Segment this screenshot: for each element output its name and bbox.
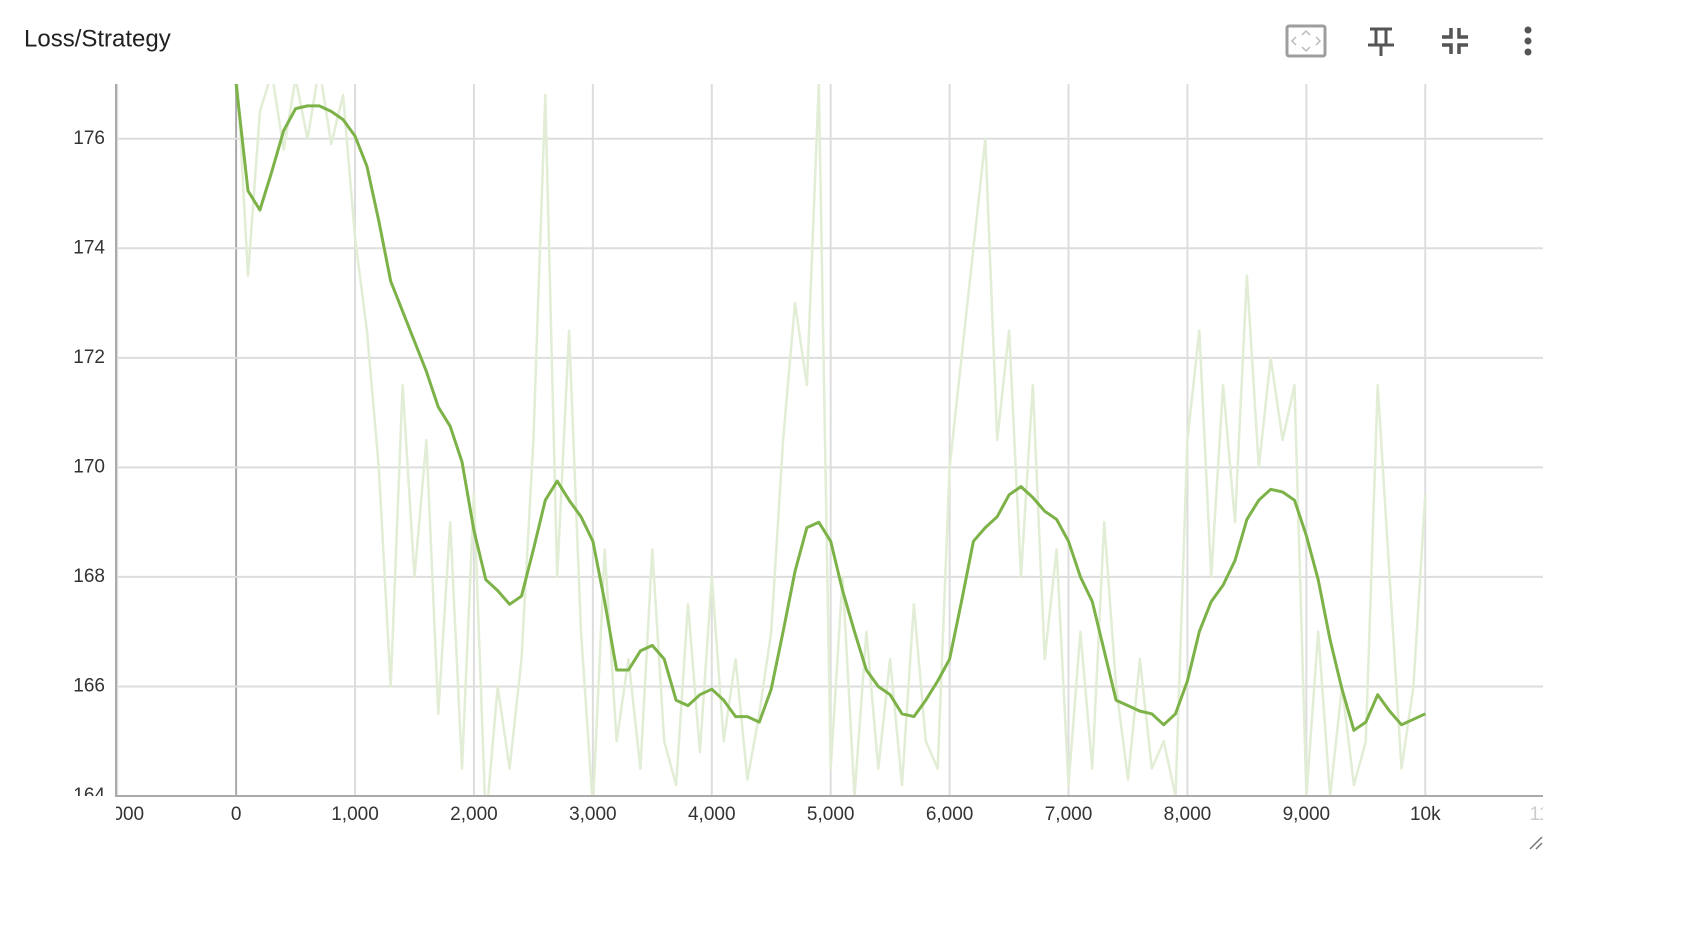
x-tick-label: 4,000: [688, 804, 736, 825]
y-tick-labels: 164 166 168 170 172 174 176: [73, 128, 105, 806]
collapse-button[interactable]: [1442, 28, 1468, 54]
x-tick-label: 0: [231, 804, 242, 825]
fit-domain-button[interactable]: [1285, 24, 1327, 58]
x-tick-label: 9,000: [1283, 804, 1331, 825]
more-menu-button[interactable]: [1524, 26, 1532, 56]
y-tick-label: 172: [73, 347, 105, 368]
y-tick-label: 170: [73, 456, 105, 477]
resize-handle[interactable]: [1529, 836, 1543, 850]
plot-area: [234, 84, 1427, 796]
y-tick-label: 168: [73, 566, 105, 587]
toolbar: [1285, 24, 1532, 58]
x-tick-label: -1,000: [90, 804, 144, 825]
y-tick-label: 164: [73, 785, 105, 806]
chart-title: Loss/Strategy: [24, 25, 171, 52]
x-tick-label: 2,000: [450, 804, 498, 825]
series-line: [234, 84, 1426, 732]
x-tick-label: 5,000: [807, 804, 855, 825]
x-tick-label: 8,000: [1164, 804, 1212, 825]
pin-button[interactable]: [1368, 27, 1394, 56]
tick-labels: -1,000 0 1,000 2,000 3,000 4,000 5,000 6,000 7,0…: [73, 128, 1560, 825]
x-tick-label: 3,000: [569, 804, 617, 825]
y-tick-label: 174: [73, 237, 105, 258]
x-tick-label: 1,000: [331, 804, 379, 825]
x-tick-labels: -1,000 0 1,000 2,000 3,000 4,000 5,000 6,000 7,0…: [90, 804, 1560, 825]
x-tick-label: 10k: [1410, 804, 1441, 825]
y-tick-label: 166: [73, 675, 105, 696]
series-line: [236, 84, 1427, 796]
x-tick-label: 6,000: [926, 804, 974, 825]
y-tick-label: 176: [73, 128, 105, 149]
x-tick-label: 7,000: [1045, 804, 1093, 825]
x-tick-label: 11k: [1530, 804, 1560, 825]
